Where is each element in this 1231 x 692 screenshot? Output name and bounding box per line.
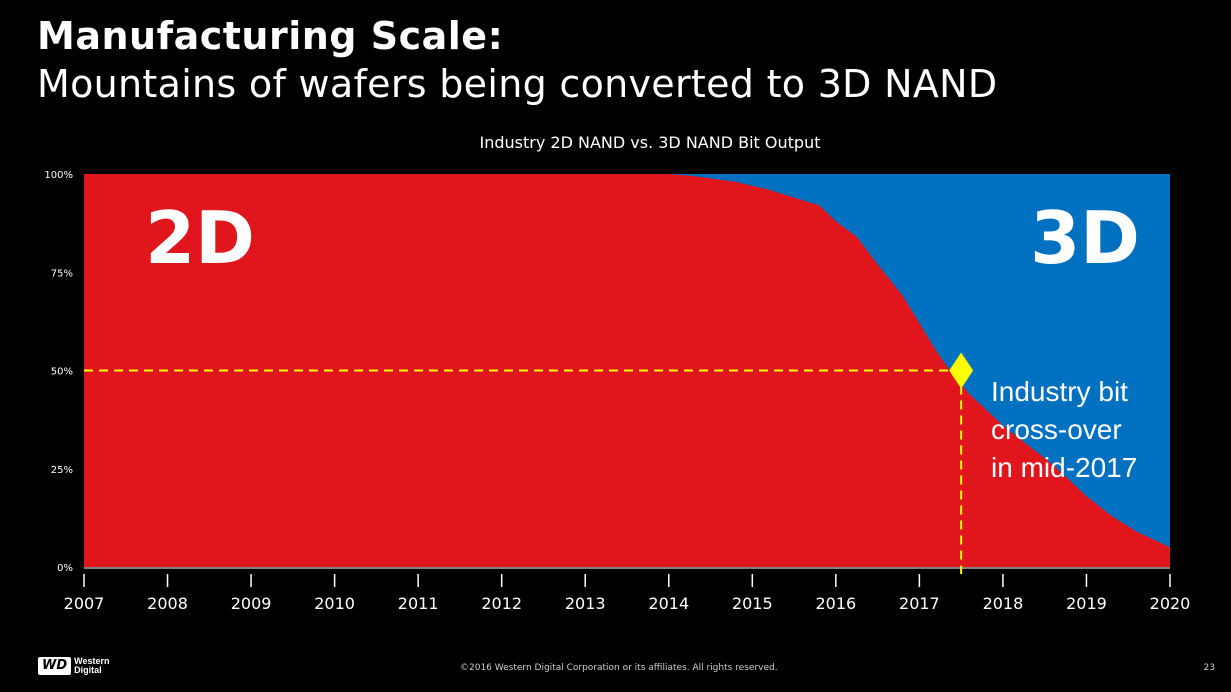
page-number: 23 <box>1203 663 1215 673</box>
x-tick-label: 2013 <box>565 594 606 613</box>
crossover-annotation-line: cross-over <box>991 414 1122 445</box>
y-tick-label: 100% <box>44 170 73 181</box>
x-tick-label: 2007 <box>64 594 105 613</box>
western-digital-logo: WD Western Digital <box>38 657 110 675</box>
slide-title: Manufacturing Scale: <box>37 14 504 58</box>
crossover-diamond-marker <box>949 352 974 389</box>
x-tick-label: 2014 <box>648 594 689 613</box>
logo-text: Western Digital <box>74 656 110 675</box>
slide-subtitle: Mountains of wafers being converted to 3… <box>37 62 998 106</box>
y-tick-label: 50% <box>51 367 73 378</box>
x-tick-label: 2015 <box>732 594 773 613</box>
x-tick-label: 2008 <box>147 594 188 613</box>
y-tick-label: 25% <box>51 465 73 476</box>
x-tick-label: 2009 <box>231 594 272 613</box>
y-tick-label: 75% <box>51 268 73 279</box>
area-label-2d: 2D <box>145 196 255 280</box>
y-tick-label: 0% <box>57 563 73 574</box>
crossover-annotation-line: in mid-2017 <box>991 452 1137 483</box>
x-tick-label: 2011 <box>398 594 439 613</box>
x-tick-label: 2017 <box>899 594 940 613</box>
x-tick-label: 2010 <box>314 594 355 613</box>
area-label-3d: 3D <box>1030 196 1140 280</box>
chart-title: Industry 2D NAND vs. 3D NAND Bit Output <box>479 133 821 152</box>
logo-mark: WD <box>38 657 72 675</box>
crossover-annotation-line: Industry bit <box>991 376 1128 407</box>
x-tick-label: 2016 <box>815 594 856 613</box>
x-tick-label: 2019 <box>1066 594 1107 613</box>
x-tick-label: 2020 <box>1150 594 1191 613</box>
copyright-text: ©2016 Western Digital Corporation or its… <box>460 663 778 673</box>
x-tick-label: 2018 <box>983 594 1024 613</box>
x-tick-label: 2012 <box>481 594 522 613</box>
